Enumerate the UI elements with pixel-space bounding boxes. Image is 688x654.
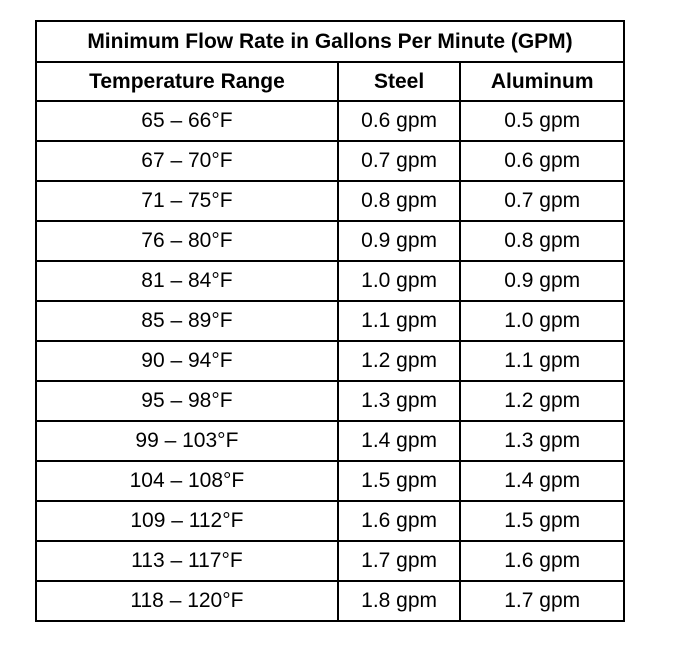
table-cell: 1.4 gpm (336, 420, 462, 462)
table-cell: 90 – 94°F (35, 340, 339, 382)
table-row: 76 – 80°F 0.9 gpm 0.8 gpm (35, 220, 625, 262)
table-cell: 85 – 89°F (35, 300, 339, 342)
table-body: 65 – 66°F 0.6 gpm 0.5 gpm 67 – 70°F 0.7 gpm 0… (35, 100, 625, 622)
table-cell: 1.5 gpm (459, 500, 625, 542)
table-row: 65 – 66°F 0.6 gpm 0.5 gpm (35, 100, 625, 142)
table-cell: 81 – 84°F (35, 260, 339, 302)
header-row: Temperature Range Steel Aluminum (35, 61, 625, 102)
title-row: Minimum Flow Rate in Gallons Per Minute … (35, 20, 625, 63)
table-cell: 1.1 gpm (336, 300, 462, 342)
table-cell: 1.2 gpm (336, 340, 462, 382)
table-cell: 1.8 gpm (336, 580, 462, 622)
table-cell: 113 – 117°F (35, 540, 339, 582)
table-cell: 0.7 gpm (336, 140, 462, 182)
table-cell: 1.3 gpm (459, 420, 625, 462)
table-cell: 71 – 75°F (35, 180, 339, 222)
table-cell: 1.4 gpm (459, 460, 625, 502)
table-cell: 104 – 108°F (35, 460, 339, 502)
table-cell: 1.6 gpm (459, 540, 625, 582)
table-cell: 0.8 gpm (459, 220, 625, 262)
table-cell: 1.2 gpm (459, 380, 625, 422)
table-row: 118 – 120°F 1.8 gpm 1.7 gpm (35, 580, 625, 622)
table-row: 95 – 98°F 1.3 gpm 1.2 gpm (35, 380, 625, 422)
table-row: 71 – 75°F 0.8 gpm 0.7 gpm (35, 180, 625, 222)
table-cell: 67 – 70°F (35, 140, 339, 182)
table-head: Minimum Flow Rate in Gallons Per Minute … (35, 20, 625, 102)
table-row: 81 – 84°F 1.0 gpm 0.9 gpm (35, 260, 625, 302)
table-cell: 1.3 gpm (336, 380, 462, 422)
table-row: 85 – 89°F 1.1 gpm 1.0 gpm (35, 300, 625, 342)
table-row: 67 – 70°F 0.7 gpm 0.6 gpm (35, 140, 625, 182)
column-header: Temperature Range (35, 61, 339, 102)
table-cell: 1.7 gpm (336, 540, 462, 582)
table-cell: 95 – 98°F (35, 380, 339, 422)
table-row: 99 – 103°F 1.4 gpm 1.3 gpm (35, 420, 625, 462)
table-cell: 0.7 gpm (459, 180, 625, 222)
table-cell: 0.6 gpm (459, 140, 625, 182)
table-cell: 0.9 gpm (336, 220, 462, 262)
table-cell: 118 – 120°F (35, 580, 339, 622)
table-cell: 99 – 103°F (35, 420, 339, 462)
table-cell: 1.0 gpm (336, 260, 462, 302)
column-header: Steel (336, 61, 462, 102)
table-cell: 1.7 gpm (459, 580, 625, 622)
table-cell: 0.6 gpm (336, 100, 462, 142)
table-cell: 65 – 66°F (35, 100, 339, 142)
table-cell: 0.5 gpm (459, 100, 625, 142)
table-cell: 109 – 112°F (35, 500, 339, 542)
table-cell: 1.5 gpm (336, 460, 462, 502)
table-cell: 0.9 gpm (459, 260, 625, 302)
table-row: 104 – 108°F 1.5 gpm 1.4 gpm (35, 460, 625, 502)
flow-rate-table: Minimum Flow Rate in Gallons Per Minute … (35, 20, 625, 622)
table-cell: 1.1 gpm (459, 340, 625, 382)
table-row: 90 – 94°F 1.2 gpm 1.1 gpm (35, 340, 625, 382)
column-header: Aluminum (459, 61, 625, 102)
table-cell: 1.6 gpm (336, 500, 462, 542)
table-title: Minimum Flow Rate in Gallons Per Minute … (35, 20, 625, 63)
table-row: 113 – 117°F 1.7 gpm 1.6 gpm (35, 540, 625, 582)
table-row: 109 – 112°F 1.6 gpm 1.5 gpm (35, 500, 625, 542)
table-cell: 0.8 gpm (336, 180, 462, 222)
table-cell: 76 – 80°F (35, 220, 339, 262)
table-cell: 1.0 gpm (459, 300, 625, 342)
